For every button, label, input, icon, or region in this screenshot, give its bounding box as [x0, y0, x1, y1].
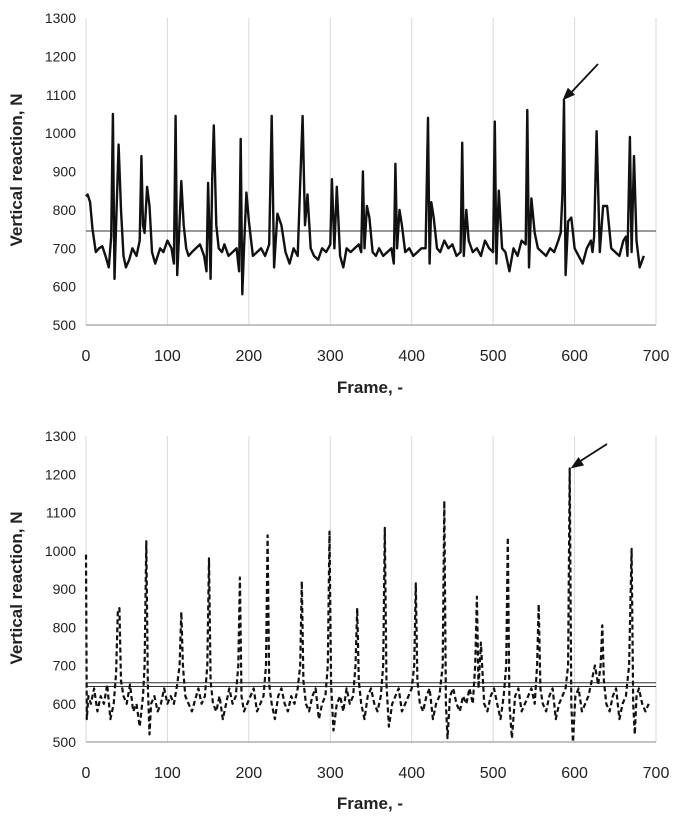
series-line	[85, 99, 645, 296]
x-axis-title: Frame, -	[337, 794, 403, 813]
annotation-arrow	[570, 443, 608, 469]
y-tick-label: 800	[53, 619, 77, 635]
x-tick-label: 500	[480, 348, 507, 365]
x-tick-label: 0	[82, 348, 91, 365]
x-tick-label: 100	[154, 348, 181, 365]
y-tick-label: 700	[53, 658, 77, 674]
series-line	[84, 467, 650, 744]
y-tick-label: 1000	[45, 543, 76, 559]
y-axis-title: Vertical reaction, N	[7, 93, 26, 246]
arrow-head	[562, 87, 576, 101]
x-tick-label: 300	[317, 765, 344, 782]
y-tick-label: 500	[53, 317, 77, 333]
chart-top: 500 600 700 800 900 1000 1100 1200 1300 0 100 200 3…	[7, 10, 670, 397]
y-tick-label: 1300	[45, 10, 76, 26]
y-tick-labels: 500 600 700 800 900 1000 1100 1200 1300	[45, 10, 76, 333]
y-tick-label: 1300	[45, 428, 76, 444]
x-tick-label: 700	[643, 765, 670, 782]
series-group	[85, 99, 645, 296]
y-tick-label: 500	[53, 734, 77, 750]
x-tick-label: 700	[643, 348, 670, 365]
x-tick-label: 300	[317, 348, 344, 365]
x-tick-labels: 0 100 200 300 400 500 600 700	[82, 765, 670, 782]
arrow-shaft	[567, 63, 599, 97]
y-tick-label: 700	[53, 240, 77, 256]
x-tick-label: 400	[398, 765, 425, 782]
x-axis-title: Frame, -	[337, 378, 403, 397]
y-tick-label: 600	[53, 696, 77, 712]
x-tick-label: 200	[236, 348, 263, 365]
y-tick-labels: 500 600 700 800 900 1000 1100 1200 1300	[45, 428, 76, 750]
y-tick-label: 600	[53, 279, 77, 295]
y-axis-title: Vertical reaction, N	[7, 511, 26, 664]
y-tick-label: 1200	[45, 48, 76, 64]
reference-lines	[86, 682, 656, 688]
chart-top-svg: 500 600 700 800 900 1000 1100 1200 1300 0 100 200 3…	[7, 10, 670, 397]
x-tick-labels: 0 100 200 300 400 500 600 700	[82, 348, 670, 365]
x-tick-label: 400	[398, 348, 425, 365]
y-tick-label: 1200	[45, 466, 76, 482]
series-group	[84, 467, 650, 744]
chart-bottom-svg: 500 600 700 800 900 1000 1100 1200 1300 0 100 200 3…	[7, 428, 670, 813]
y-tick-label: 900	[53, 581, 77, 597]
chart-bottom: 500 600 700 800 900 1000 1100 1200 1300 0 100 200 3…	[0, 410, 674, 820]
x-tick-label: 0	[82, 765, 91, 782]
arrow-shaft	[576, 443, 608, 465]
y-tick-label: 1100	[46, 505, 76, 521]
y-tick-label: 1100	[46, 87, 76, 103]
x-tick-label: 600	[561, 348, 588, 365]
grid-lines	[85, 18, 657, 325]
x-tick-label: 500	[480, 765, 507, 782]
annotation-arrow	[562, 63, 599, 101]
y-tick-label: 1000	[45, 125, 76, 141]
arrow-head	[570, 457, 585, 469]
x-tick-label: 100	[154, 765, 181, 782]
y-tick-label: 900	[53, 164, 77, 180]
y-tick-label: 800	[53, 202, 77, 218]
x-tick-label: 200	[236, 765, 263, 782]
x-tick-label: 600	[561, 765, 588, 782]
